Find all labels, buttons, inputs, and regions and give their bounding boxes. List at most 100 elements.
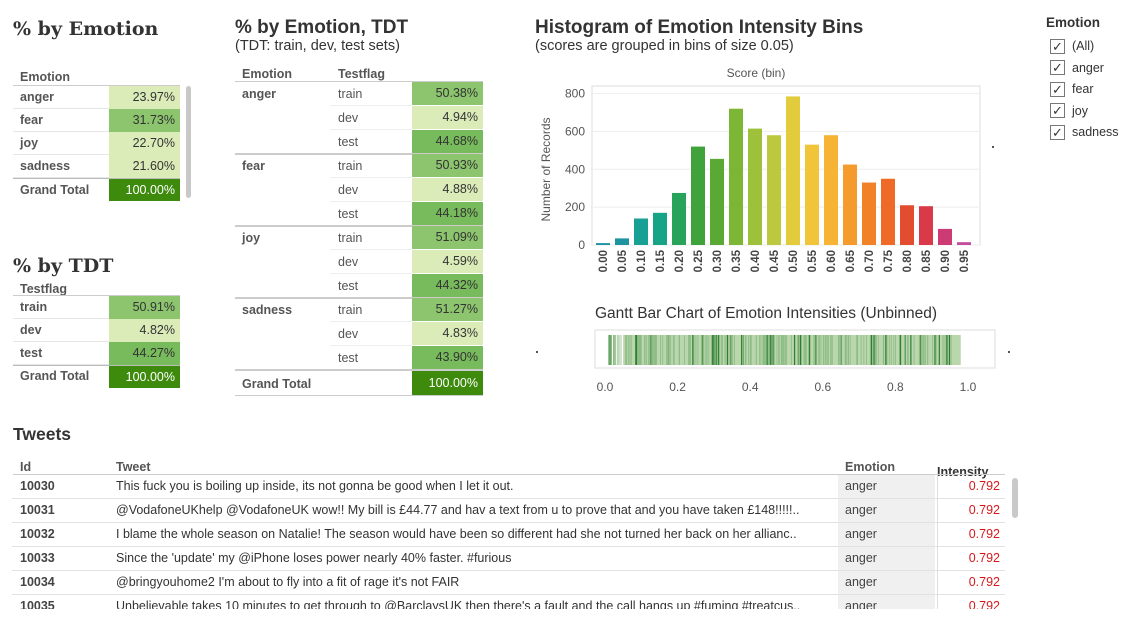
filter-option-anger[interactable]: ✓ anger: [1050, 58, 1104, 78]
marker-dot: [992, 146, 994, 148]
table-row[interactable]: 10034 @bringyouhome2 I'm about to fly int…: [12, 571, 1005, 595]
x-tick-label: 0.30: [712, 250, 724, 272]
tweet-text: I blame the whole season on Natalie! The…: [116, 527, 797, 541]
tweet-emotion: anger: [838, 547, 935, 570]
histogram-bar: [824, 135, 838, 245]
group-label-fear: fear: [242, 159, 265, 173]
gantt-x-tick-label: 0.2: [669, 380, 686, 394]
bottom-divider: [235, 395, 483, 396]
pct-cell: 4.82%: [109, 319, 180, 342]
row-divider: [330, 249, 412, 250]
histogram-bar: [748, 128, 762, 245]
row-divider: [12, 546, 1005, 547]
tweets-title: Tweets: [13, 424, 72, 444]
pct-cell: 44.27%: [109, 342, 180, 365]
row-divider: [12, 498, 1005, 499]
grand-total-label: Grand Total: [20, 369, 90, 383]
filter-option-all[interactable]: ✓ (All): [1050, 36, 1094, 56]
tweet-emotion: anger: [838, 595, 935, 609]
row-divider: [13, 318, 109, 319]
testflag-label: train: [338, 87, 363, 101]
tweet-id: 10034: [20, 575, 55, 589]
group-divider: [235, 225, 483, 227]
testflag-label: test: [338, 135, 359, 149]
intensity-column-divider: [937, 475, 938, 609]
checkbox[interactable]: ✓: [1050, 38, 1065, 54]
x-tick-label: 0.10: [636, 250, 648, 272]
tweet-emotion: anger: [838, 523, 935, 546]
filter-option-sadness[interactable]: ✓ sadness: [1050, 122, 1119, 142]
row-divider: [12, 570, 1005, 571]
row-divider: [13, 131, 109, 132]
table-row[interactable]: 10033 Since the 'update' my @iPhone loses…: [12, 547, 1005, 571]
testflag-label: dev: [338, 183, 359, 197]
histogram-bar: [957, 242, 971, 245]
histogram-chart: 800 600 400 200 0 Score (bin) Number of Record…: [539, 66, 981, 272]
x-tick-label: 0.85: [921, 249, 933, 272]
pct-cell: 31.73%: [109, 109, 180, 132]
total-divider: [13, 365, 180, 366]
histogram-bar: [938, 228, 952, 245]
gantt-x-tick-label: 1.0: [960, 380, 977, 394]
x-tick-label: 0.20: [674, 250, 686, 272]
table-row[interactable]: 10031 @VodafoneUKhelp @VodafoneUK wow!! M…: [12, 499, 1005, 523]
pct-emotion-header: Emotion: [20, 70, 70, 84]
pct-emotion-tdt-title: % by Emotion, TDT: [235, 17, 409, 38]
tweet-text: @bringyouhome2 I'm about to fly into a f…: [116, 575, 460, 589]
row-divider: [330, 105, 412, 106]
grand-total-value: 100.00%: [412, 371, 483, 395]
group-label-joy: joy: [242, 231, 261, 245]
checkbox[interactable]: ✓: [1050, 81, 1065, 97]
row-divider: [330, 201, 412, 202]
testflag-label: train: [338, 159, 363, 173]
checkbox[interactable]: ✓: [1050, 103, 1065, 118]
table-row[interactable]: 10030 This fuck you is boiling up inside,…: [12, 475, 1005, 499]
row-divider: [330, 129, 412, 130]
testflag-label: dev: [338, 327, 359, 341]
x-tick-label: 0.75: [883, 249, 895, 272]
table-row[interactable]: 10035 Unbelievable takes 10 minutes to ge…: [12, 595, 1005, 609]
row-divider: [13, 154, 109, 155]
histogram-bar: [900, 205, 914, 245]
row-label: anger: [20, 90, 55, 104]
row-divider: [330, 177, 412, 178]
tweet-intensity: 0.792: [968, 503, 1000, 517]
pct-cell: 44.18%: [412, 202, 483, 225]
group-label-sadness: sadness: [242, 303, 293, 317]
y-axis-title: Number of Records: [539, 117, 553, 221]
pct-emotion-scrollbar[interactable]: [186, 86, 191, 198]
pct-emotion-title: % by Emotion: [13, 18, 159, 40]
tweet-emotion: anger: [838, 499, 935, 522]
table-row[interactable]: 10032 I blame the whole season on Natalie…: [12, 523, 1005, 547]
pct-cell: 4.94%: [412, 106, 483, 129]
checkbox[interactable]: ✓: [1050, 124, 1065, 140]
histogram-subtitle: (scores are grouped in bins of size 0.05…: [535, 38, 794, 54]
pct-tdt-header: Testflag: [20, 282, 67, 296]
x-tick-label: 0.60: [826, 250, 838, 272]
group-label-anger: anger: [242, 87, 277, 101]
gantt-chart: 0.0 0.2 0.4 0.6 0.8 1.0: [594, 329, 996, 394]
pct-cell: 23.97%: [109, 86, 180, 109]
filter-option-label: anger: [1072, 60, 1104, 75]
row-divider: [330, 321, 412, 322]
tweets-scrollbar[interactable]: [1012, 478, 1018, 518]
marker-dot: [536, 351, 538, 353]
grand-total-value: 100.00%: [109, 366, 180, 388]
pct-cell: 51.09%: [412, 226, 483, 249]
filter-option-fear[interactable]: ✓ fear: [1050, 79, 1094, 99]
row-divider: [330, 345, 412, 346]
histogram-bar: [672, 192, 686, 245]
x-tick-label: 0.05: [617, 249, 629, 272]
histogram-bar: [615, 238, 629, 245]
group-divider: [235, 153, 483, 155]
filter-option-joy[interactable]: ✓ joy: [1050, 101, 1088, 121]
row-label: dev: [20, 323, 42, 337]
checkbox[interactable]: ✓: [1050, 60, 1065, 75]
testflag-label: test: [338, 279, 359, 293]
group-divider: [235, 369, 483, 371]
tweet-id: 10033: [20, 551, 55, 565]
row-label: test: [20, 346, 43, 360]
histogram-bar: [691, 146, 705, 245]
tweet-intensity: 0.792: [968, 551, 1000, 565]
grand-total-label: Grand Total: [242, 377, 312, 391]
